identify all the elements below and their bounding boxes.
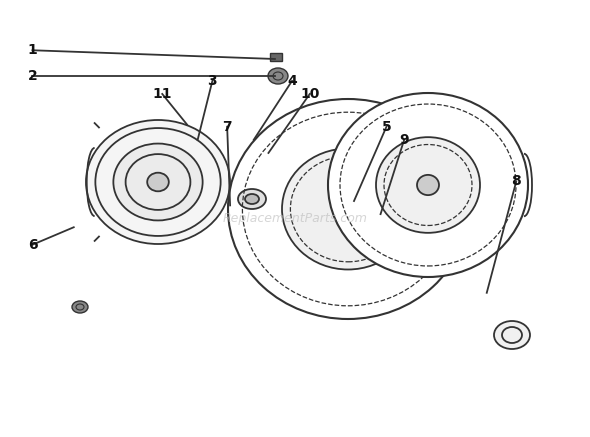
Ellipse shape: [333, 196, 362, 222]
Text: 3: 3: [208, 74, 217, 88]
Ellipse shape: [238, 189, 266, 209]
Text: 10: 10: [300, 87, 319, 101]
Ellipse shape: [147, 173, 169, 191]
Text: 1: 1: [28, 43, 37, 57]
Ellipse shape: [417, 175, 439, 195]
Ellipse shape: [245, 194, 259, 204]
Bar: [270, 53, 282, 61]
Text: ReplacementParts.com: ReplacementParts.com: [222, 212, 368, 225]
Ellipse shape: [113, 144, 202, 220]
Text: 6: 6: [28, 238, 37, 252]
Text: 11: 11: [152, 87, 172, 101]
Text: 5: 5: [382, 120, 391, 134]
Ellipse shape: [86, 120, 230, 244]
Ellipse shape: [268, 68, 288, 84]
Ellipse shape: [328, 93, 528, 277]
Text: 2: 2: [28, 69, 37, 83]
Ellipse shape: [282, 149, 414, 270]
Text: 8: 8: [512, 174, 521, 188]
Text: 7: 7: [222, 120, 232, 134]
Text: 9: 9: [399, 133, 409, 147]
Ellipse shape: [494, 321, 530, 349]
Ellipse shape: [72, 301, 88, 313]
Ellipse shape: [228, 99, 468, 319]
Ellipse shape: [376, 137, 480, 233]
Text: 4: 4: [287, 74, 297, 88]
